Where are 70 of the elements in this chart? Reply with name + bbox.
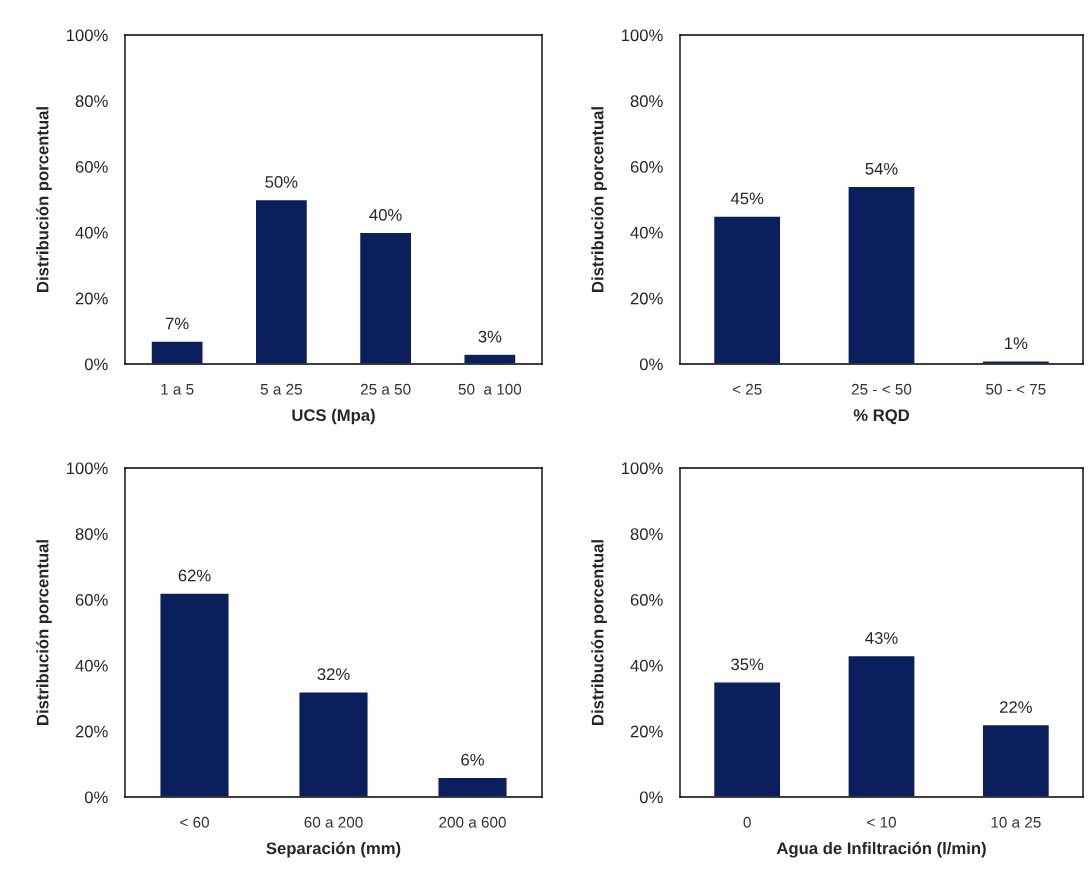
data-label: 7% [165, 317, 189, 330]
data-label: 43% [865, 632, 898, 644]
y-axis-title: Distribución porcentual [591, 107, 607, 292]
x-tick-label: 25 a 50 [360, 383, 411, 395]
bar [981, 723, 1051, 797]
x-tick-label: 1 a 5 [161, 384, 194, 395]
y-tick-label: 100% [621, 29, 663, 42]
y-axis-title: Distribución porcentual [591, 540, 607, 725]
x-axis-title: Separación (mm) [266, 841, 401, 858]
bar [437, 776, 508, 797]
data-label: 54% [865, 162, 898, 175]
x-tick-label: 60 a 200 [304, 816, 363, 828]
y-tick-label: 80% [75, 528, 108, 540]
y-tick-label: 100% [66, 462, 108, 475]
x-axis-title: Agua de Infiltración (l/min) [776, 841, 986, 858]
bar [463, 353, 517, 364]
bar [159, 592, 230, 797]
x-tick-label: 50 a 100 [458, 383, 522, 395]
x-tick-label: 5 a 25 [260, 383, 302, 395]
bar [847, 185, 916, 364]
x-axis-title: % RQD [853, 409, 910, 425]
bar [150, 340, 204, 364]
y-tick-label: 20% [75, 725, 108, 738]
y-tick-label: 60% [630, 594, 663, 606]
x-tick-label: < 25 [732, 383, 762, 395]
y-tick-label: 40% [75, 659, 108, 672]
y-tick-label: 40% [630, 659, 663, 672]
y-tick-label: 20% [75, 292, 108, 305]
bar [847, 654, 916, 797]
data-label: 35% [731, 658, 764, 671]
y-tick-label: 100% [621, 462, 663, 475]
y-tick-label: 80% [630, 95, 663, 107]
bar [298, 691, 369, 797]
y-tick-label: 0% [84, 791, 108, 804]
bar [254, 198, 309, 364]
y-tick-label: 60% [75, 594, 108, 606]
x-tick-label: 25 - < 50 [851, 383, 912, 395]
y-tick-label: 0% [639, 791, 663, 804]
data-label: 40% [369, 208, 402, 221]
y-tick-label: 60% [75, 161, 108, 173]
x-axis-title: UCS (Mpa) [292, 408, 375, 425]
y-tick-label: 80% [75, 95, 108, 107]
y-tick-label: 20% [630, 292, 663, 305]
data-label: 1% [1005, 337, 1028, 350]
data-label: 32% [317, 668, 350, 681]
data-label: 50% [265, 176, 298, 188]
data-label: 45% [730, 192, 764, 205]
y-tick-label: 0% [639, 358, 663, 371]
y-tick-label: 100% [66, 29, 108, 42]
y-tick-label: 80% [630, 528, 663, 540]
y-tick-label: 0% [84, 358, 108, 371]
y-axis-title: Distribución porcentual [36, 107, 52, 292]
x-tick-label: 50 - < 75 [986, 383, 1046, 395]
data-label: 22% [999, 701, 1032, 713]
x-tick-label: < 60 [180, 816, 209, 828]
data-label: 3% [478, 330, 502, 343]
y-tick-label: 40% [630, 226, 663, 239]
y-tick-label: 60% [630, 161, 663, 173]
y-tick-label: 40% [75, 226, 108, 239]
x-tick-label: 0 [743, 816, 751, 828]
data-label: 6% [461, 753, 484, 766]
bar [712, 215, 782, 364]
bar [712, 681, 782, 797]
x-tick-label: 200 a 600 [439, 816, 506, 828]
x-tick-label: 10 a 25 [991, 816, 1041, 828]
y-tick-label: 20% [630, 725, 663, 738]
data-label: 62% [178, 569, 211, 582]
bar [358, 231, 413, 364]
y-axis-title: Distribución porcentual [36, 540, 52, 725]
x-tick-label: < 10 [867, 816, 896, 828]
